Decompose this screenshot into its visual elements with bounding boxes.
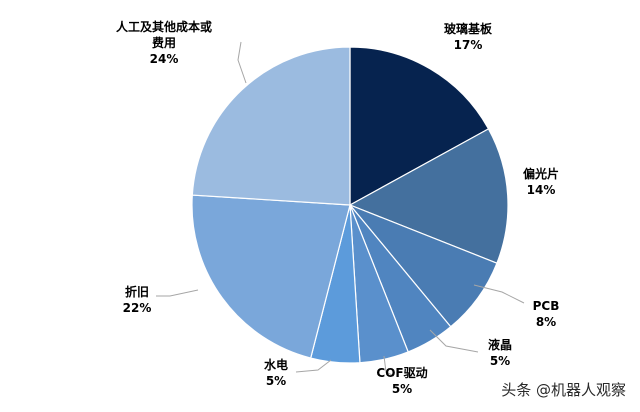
leader-line-5: [383, 355, 395, 377]
slice-value-5: 5%: [392, 382, 412, 396]
pie-slice-7: [191, 194, 351, 359]
slice-value-3: 8%: [536, 315, 556, 329]
leader-line-7: [156, 289, 199, 297]
slice-label-7-line-1: 折旧: [125, 284, 149, 299]
pie-slice-2: [348, 128, 509, 264]
slice-value-8: 24%: [150, 52, 179, 66]
slice-label-2-line-1: 偏光片: [523, 166, 559, 181]
pie-slice-8: [191, 46, 351, 206]
slice-label-1-line-1: 玻璃基板: [444, 21, 493, 36]
leader-lines: [156, 41, 525, 377]
slice-label-8-line-2: 费用: [152, 35, 176, 50]
watermark: 头条 @机器人观察: [501, 381, 626, 399]
slice-label-5-line-1: COF驱动: [376, 366, 427, 380]
slice-label-3-line-1: PCB: [533, 299, 560, 313]
slice-value-1: 17%: [454, 38, 483, 52]
slice-label-4-line-1: 液晶: [488, 337, 512, 352]
leader-line-8: [237, 41, 247, 84]
leader-line-4: [429, 329, 479, 353]
pie-slices: [191, 46, 509, 364]
slice-labels: 玻璃基板 17% 偏光片 14% PCB 8% 液晶 5% COF驱动 5% 水电 5% 折旧 22% 人工…: [116, 19, 559, 396]
slice-label-8-line-1: 人工及其他成本或: [116, 19, 212, 34]
slice-label-6-line-1: 水电: [264, 357, 288, 372]
pie-slice-1: [349, 46, 490, 207]
leader-line-6: [295, 359, 332, 373]
leader-line-3: [473, 284, 525, 304]
slice-value-4: 5%: [490, 354, 510, 368]
slice-value-2: 14%: [527, 183, 556, 197]
slice-value-6: 5%: [266, 374, 286, 388]
slice-value-7: 22%: [123, 301, 152, 315]
